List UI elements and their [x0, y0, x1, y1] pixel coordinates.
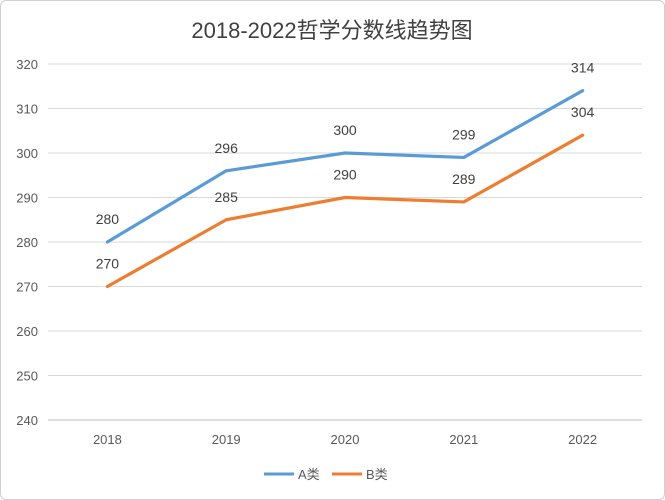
y-axis: 240 250 260 270 280 290 300 310 320	[16, 57, 38, 428]
y-tick-label: 300	[16, 146, 38, 161]
y-tick-label: 240	[16, 413, 38, 428]
x-tick-label: 2020	[331, 432, 360, 447]
series-line-2	[105, 133, 585, 289]
grid-lines	[48, 63, 642, 421]
data-label: 285	[215, 189, 239, 205]
x-axis: 2018 2019 2020 2021 2022	[93, 432, 597, 447]
y-tick-label: 290	[16, 191, 38, 206]
legend: A类 B类	[264, 467, 388, 482]
series-group: 280 296 300 299 314 270 285 290 289 304	[96, 60, 595, 289]
data-label: 289	[452, 171, 476, 187]
data-label: 304	[571, 104, 595, 120]
legend-label: B类	[366, 467, 388, 482]
data-label: 314	[571, 60, 595, 76]
x-tick-label: 2019	[212, 432, 241, 447]
y-tick-label: 260	[16, 324, 38, 339]
chart-title: 2018-2022哲学分数线趋势图	[191, 18, 472, 43]
data-label: 300	[333, 122, 357, 138]
data-label: 299	[452, 126, 476, 142]
x-tick-label: 2022	[568, 432, 597, 447]
data-label: 270	[96, 256, 120, 272]
y-tick-label: 320	[16, 57, 38, 72]
x-tick-label: 2021	[449, 432, 478, 447]
data-label: 280	[96, 211, 120, 227]
x-tick-label: 2018	[93, 432, 122, 447]
y-tick-label: 250	[16, 369, 38, 384]
legend-label: A类	[298, 467, 320, 482]
y-tick-label: 270	[16, 280, 38, 295]
data-label: 290	[333, 167, 357, 183]
series-line-1	[105, 89, 585, 244]
data-label: 296	[215, 140, 239, 156]
y-tick-label: 310	[16, 102, 38, 117]
y-tick-label: 280	[16, 235, 38, 250]
